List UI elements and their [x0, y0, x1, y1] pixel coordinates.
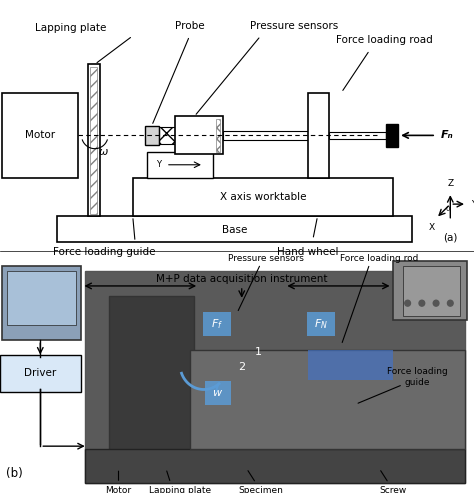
- Circle shape: [419, 300, 425, 306]
- FancyBboxPatch shape: [0, 355, 81, 392]
- Bar: [147, 152, 213, 178]
- Text: $w$: $w$: [212, 388, 224, 398]
- Text: Force loading
guide: Force loading guide: [387, 367, 447, 387]
- Bar: [133, 178, 393, 216]
- Bar: [308, 93, 329, 178]
- Bar: [2, 266, 81, 340]
- FancyBboxPatch shape: [205, 381, 231, 405]
- Text: Fₙ: Fₙ: [441, 130, 454, 141]
- Text: (a): (a): [443, 232, 457, 242]
- Bar: [329, 132, 386, 139]
- Text: Pressure sensors: Pressure sensors: [250, 21, 338, 31]
- Text: Driver: Driver: [24, 368, 56, 378]
- Text: Hand wheel: Hand wheel: [277, 247, 339, 257]
- Bar: [386, 124, 398, 147]
- Text: ω: ω: [99, 147, 108, 157]
- FancyBboxPatch shape: [203, 312, 231, 336]
- Bar: [90, 67, 97, 213]
- Bar: [85, 449, 465, 483]
- Bar: [85, 271, 465, 483]
- Text: Force loading guide: Force loading guide: [53, 247, 155, 257]
- Circle shape: [433, 300, 439, 306]
- Text: Lapping plate: Lapping plate: [36, 24, 107, 34]
- Text: Force loading rod: Force loading rod: [340, 254, 419, 263]
- Text: Motor: Motor: [25, 130, 55, 141]
- Text: Base: Base: [222, 225, 247, 235]
- Circle shape: [405, 300, 410, 306]
- Text: $F_f$: $F_f$: [210, 317, 223, 331]
- Text: Motor: Motor: [105, 486, 132, 493]
- Bar: [216, 119, 220, 152]
- Text: X: X: [429, 223, 435, 232]
- Bar: [145, 126, 159, 145]
- Circle shape: [447, 300, 453, 306]
- Text: Y: Y: [471, 200, 474, 209]
- Bar: [403, 266, 460, 316]
- Text: X axis worktable: X axis worktable: [220, 192, 306, 202]
- Text: 2: 2: [238, 362, 246, 372]
- Bar: [7, 271, 76, 325]
- Text: Specimen: Specimen: [238, 486, 283, 493]
- Text: Pressure sensors: Pressure sensors: [228, 254, 303, 263]
- Bar: [159, 127, 175, 144]
- Bar: [175, 116, 223, 154]
- Bar: [393, 261, 467, 320]
- Bar: [308, 350, 393, 380]
- Text: Screw: Screw: [380, 486, 407, 493]
- Text: M+P data acquisition instrument: M+P data acquisition instrument: [156, 274, 328, 283]
- Bar: [109, 296, 194, 468]
- Text: 0: 0: [446, 206, 450, 211]
- Text: Y: Y: [156, 160, 161, 169]
- Text: (b): (b): [6, 467, 23, 480]
- Text: Lapping plate: Lapping plate: [149, 486, 211, 493]
- Text: Z: Z: [447, 178, 453, 187]
- Bar: [57, 216, 412, 242]
- Bar: [223, 131, 308, 140]
- Bar: [2, 93, 78, 178]
- Text: Probe: Probe: [175, 21, 204, 31]
- FancyBboxPatch shape: [307, 312, 335, 336]
- Text: 1: 1: [255, 348, 262, 357]
- Text: Force loading road: Force loading road: [336, 35, 432, 45]
- Text: $F_N$: $F_N$: [314, 317, 328, 331]
- Bar: [88, 64, 100, 216]
- Bar: [190, 350, 465, 449]
